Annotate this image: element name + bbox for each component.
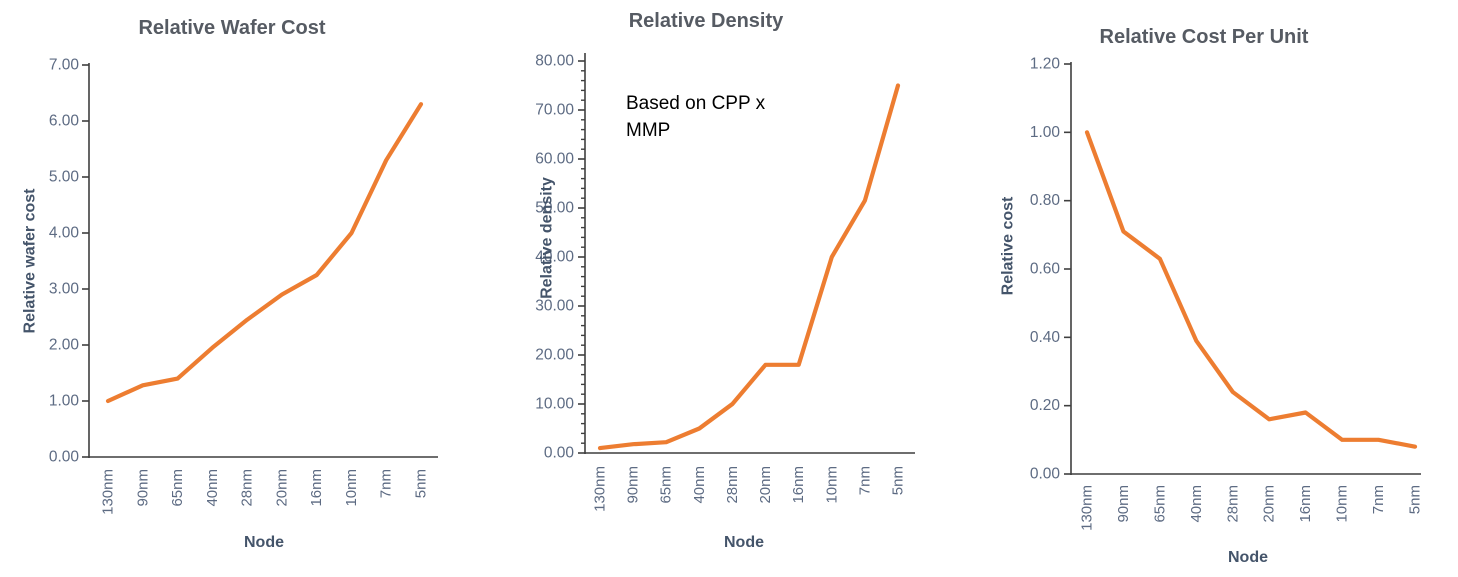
x-category-label: 7nm xyxy=(1370,485,1387,514)
y-axis-title: Relative wafer cost xyxy=(22,188,39,334)
series-line xyxy=(1084,130,1418,449)
y-tick-label: 0.00 xyxy=(544,445,575,462)
x-category-label: 40nm xyxy=(691,466,708,504)
y-tick-label: 6.00 xyxy=(49,113,80,130)
chart-relative-wafer-cost: Relative Wafer Cost 0.00 1.00 2.00 3.00 4.00 5… xyxy=(22,17,438,551)
x-category-label: 90nm xyxy=(134,469,151,507)
x-category-label: 28nm xyxy=(239,469,256,507)
series-line xyxy=(597,83,901,451)
x-axis-title: Node xyxy=(244,534,284,551)
x-axis-title: Node xyxy=(1228,549,1268,566)
x-axis-title: Node xyxy=(724,534,764,551)
y-tick-label: 0.20 xyxy=(1030,397,1061,414)
y-tick-label: 40.00 xyxy=(535,249,574,266)
x-category-label: 16nm xyxy=(308,469,325,507)
y-tick-label: 0.60 xyxy=(1030,261,1061,278)
y-tick-label: 50.00 xyxy=(535,200,574,217)
y-tick-label: 10.00 xyxy=(535,396,574,413)
chart-relative-density: Relative Density 0.00 10.00 20.00 30.00 40.00… xyxy=(535,10,915,551)
x-category-label: 20nm xyxy=(1261,485,1278,523)
x-category-label: 16nm xyxy=(1297,485,1314,523)
annotation-line: Based on CPP x xyxy=(626,93,766,114)
x-category-label: 65nm xyxy=(169,469,186,507)
x-category-label: 10nm xyxy=(823,466,840,504)
y-tick-label: 0.00 xyxy=(49,449,80,466)
x-category-label: 90nm xyxy=(1115,485,1132,523)
y-tick-label: 1.00 xyxy=(49,393,80,410)
x-category-label: 65nm xyxy=(1151,485,1168,523)
x-category-label: 7nm xyxy=(378,469,395,498)
chart-relative-cost-per-unit: Relative Cost Per Unit 0.00 0.20 0.40 0.60 0.… xyxy=(1000,26,1424,566)
x-category-label: 5nm xyxy=(889,466,906,495)
y-tick-label: 2.00 xyxy=(49,337,80,354)
x-category-label: 130nm xyxy=(592,466,609,512)
x-category-label: 28nm xyxy=(724,466,741,504)
y-tick-label: 5.00 xyxy=(49,169,80,186)
annotation-line: MMP xyxy=(626,120,670,141)
y-tick-label: 80.00 xyxy=(535,53,574,70)
x-category-label: 40nm xyxy=(1188,485,1205,523)
y-tick-label: 1.20 xyxy=(1030,56,1061,73)
y-tick-label: 60.00 xyxy=(535,151,574,168)
y-tick-label: 7.00 xyxy=(49,57,80,74)
y-tick-label: 0.00 xyxy=(1030,466,1061,483)
x-category-label: 7nm xyxy=(856,466,873,495)
y-tick-label: 3.00 xyxy=(49,281,80,298)
x-category-label: 40nm xyxy=(204,469,221,507)
x-category-label: 16nm xyxy=(790,466,807,504)
x-category-label: 28nm xyxy=(1224,485,1241,523)
x-category-label: 10nm xyxy=(343,469,360,507)
chart-title: Relative Density xyxy=(629,10,784,32)
y-tick-label: 1.00 xyxy=(1030,124,1061,141)
y-tick-label: 30.00 xyxy=(535,298,574,315)
x-category-label: 10nm xyxy=(1334,485,1351,523)
x-category-label: 5nm xyxy=(1406,485,1423,514)
y-axis-title: Relative cost xyxy=(1000,196,1017,295)
x-category-label: 90nm xyxy=(625,466,642,504)
chart-title: Relative Wafer Cost xyxy=(138,17,325,39)
y-tick-label: 4.00 xyxy=(49,225,80,242)
y-tick-label: 70.00 xyxy=(535,102,574,119)
y-tick-label: 20.00 xyxy=(535,347,574,364)
series-line xyxy=(105,102,424,404)
x-category-label: 20nm xyxy=(757,466,774,504)
x-category-label: 5nm xyxy=(413,469,430,498)
x-category-label: 65nm xyxy=(658,466,675,504)
y-tick-label: 0.40 xyxy=(1030,329,1061,346)
y-tick-label: 0.80 xyxy=(1030,192,1061,209)
chart-title: Relative Cost Per Unit xyxy=(1100,26,1309,48)
x-category-label: 130nm xyxy=(100,469,117,515)
y-axis-title: Relative density xyxy=(539,177,556,299)
x-category-label: 20nm xyxy=(273,469,290,507)
x-category-label: 130nm xyxy=(1079,485,1096,531)
